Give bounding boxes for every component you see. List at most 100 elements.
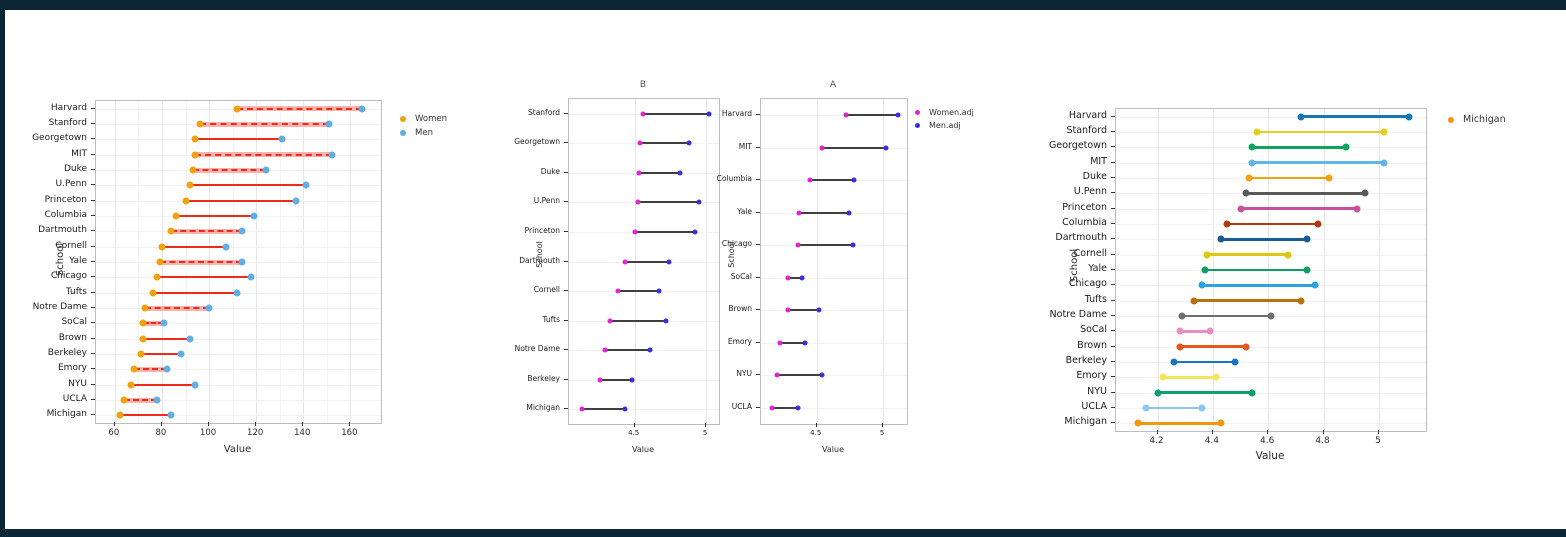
category-label: Berkeley bbox=[1065, 355, 1107, 366]
connector-line bbox=[810, 179, 854, 182]
point-series1 bbox=[186, 181, 194, 189]
point-series1 bbox=[153, 273, 161, 281]
legend-label: Women.adj bbox=[929, 108, 974, 117]
point-series2 bbox=[250, 212, 258, 220]
legend-swatch-icon bbox=[915, 110, 920, 115]
point-series1 bbox=[615, 288, 621, 294]
row-grid-line bbox=[761, 277, 907, 279]
connector-line bbox=[185, 199, 297, 202]
grid-line-major bbox=[883, 99, 885, 424]
row-grid-line bbox=[1116, 377, 1426, 379]
point-series1 bbox=[130, 365, 138, 373]
connector-line bbox=[1240, 207, 1357, 210]
connector-line bbox=[1157, 391, 1252, 394]
legend-item-michigan[interactable]: Michigan bbox=[1448, 114, 1506, 125]
x-tick-label: 4.5 bbox=[810, 429, 822, 437]
category-label: Tufts bbox=[65, 286, 87, 297]
y-tick bbox=[756, 114, 760, 116]
point-series2 bbox=[1303, 235, 1311, 243]
point-series2 bbox=[706, 111, 712, 117]
legend-item-men-adj[interactable]: Men.adj bbox=[915, 121, 974, 130]
connector-line bbox=[237, 107, 363, 110]
x-tick-label: 4.4 bbox=[1204, 436, 1220, 446]
category-label: Dartmouth bbox=[519, 255, 560, 265]
window-frame-left bbox=[0, 0, 5, 537]
legend-item-men[interactable]: Men bbox=[400, 128, 447, 138]
legend-swatch-icon bbox=[400, 130, 406, 136]
category-label: Stanford bbox=[48, 118, 87, 128]
y-tick bbox=[91, 123, 95, 124]
legend-item-women-adj[interactable]: Women.adj bbox=[915, 108, 974, 117]
x-tick-label: 140 bbox=[294, 428, 311, 438]
x-tick bbox=[1156, 430, 1158, 434]
y-tick bbox=[756, 341, 760, 343]
point-series2 bbox=[647, 347, 653, 353]
row-grid-line bbox=[96, 246, 381, 248]
point-series2 bbox=[629, 377, 635, 383]
point-series1 bbox=[127, 381, 135, 389]
y-tick bbox=[564, 260, 568, 262]
x-tick-label: 4.6 bbox=[1260, 436, 1275, 446]
category-label: Brown bbox=[728, 304, 752, 314]
connector-line bbox=[771, 406, 799, 409]
x-tick bbox=[633, 423, 635, 427]
category-label: Brown bbox=[58, 332, 87, 343]
point-series1 bbox=[233, 105, 241, 113]
point-series2 bbox=[696, 199, 702, 205]
category-label: UCLA bbox=[731, 401, 752, 411]
connector-line bbox=[1301, 115, 1410, 118]
plot-panel bbox=[95, 100, 382, 424]
legend-item-women[interactable]: Women bbox=[400, 114, 447, 124]
point-series2 bbox=[1284, 251, 1292, 259]
y-axis-title: School bbox=[726, 241, 736, 268]
category-label: NYU bbox=[1087, 385, 1107, 397]
category-label: SoCal bbox=[1080, 324, 1107, 336]
point-series2 bbox=[1405, 113, 1413, 121]
category-label: Emory bbox=[1076, 370, 1107, 382]
connector-line bbox=[640, 142, 689, 145]
y-tick bbox=[91, 184, 95, 186]
connector-line bbox=[1204, 268, 1307, 272]
x-tick-label: 4.8 bbox=[1315, 436, 1330, 446]
point-series1 bbox=[1159, 373, 1167, 381]
y-tick bbox=[1111, 253, 1115, 255]
connector-line bbox=[133, 368, 167, 371]
category-label: Duke bbox=[63, 164, 87, 174]
point-series1 bbox=[167, 227, 175, 235]
y-tick bbox=[756, 244, 760, 246]
row-grid-line bbox=[96, 384, 381, 386]
y-tick bbox=[1111, 345, 1115, 347]
point-series1 bbox=[769, 405, 775, 411]
point-series1 bbox=[149, 289, 157, 297]
y-tick bbox=[91, 276, 95, 278]
category-label: Brown bbox=[1077, 339, 1107, 351]
connector-line bbox=[1251, 146, 1346, 149]
row-grid-line bbox=[1116, 392, 1426, 394]
point-series2 bbox=[851, 177, 857, 183]
connector-line bbox=[1138, 422, 1222, 425]
window-frame-bottom bbox=[0, 529, 1566, 537]
row-grid-line bbox=[96, 400, 381, 401]
category-label: Yale bbox=[1088, 263, 1107, 274]
category-label: Georgetown bbox=[514, 137, 560, 147]
connector-line bbox=[157, 276, 252, 279]
category-label: U.Penn bbox=[533, 196, 560, 206]
point-series1 bbox=[1198, 281, 1206, 289]
x-tick bbox=[349, 422, 351, 426]
y-tick bbox=[1111, 223, 1115, 224]
legend-swatch-icon bbox=[915, 123, 920, 128]
y-tick bbox=[91, 230, 95, 232]
point-series2 bbox=[186, 335, 194, 343]
category-label: Chicago bbox=[1068, 278, 1107, 290]
x-tick bbox=[255, 422, 257, 426]
y-tick bbox=[1111, 207, 1115, 209]
x-tick bbox=[882, 423, 884, 427]
category-label: Michigan bbox=[1064, 416, 1107, 428]
point-series1 bbox=[120, 396, 128, 404]
y-tick bbox=[91, 138, 95, 140]
y-tick bbox=[1111, 284, 1115, 286]
point-series1 bbox=[139, 335, 147, 343]
facet-title-b: B bbox=[639, 80, 647, 90]
connector-line bbox=[152, 291, 238, 294]
connector-line bbox=[779, 341, 805, 344]
